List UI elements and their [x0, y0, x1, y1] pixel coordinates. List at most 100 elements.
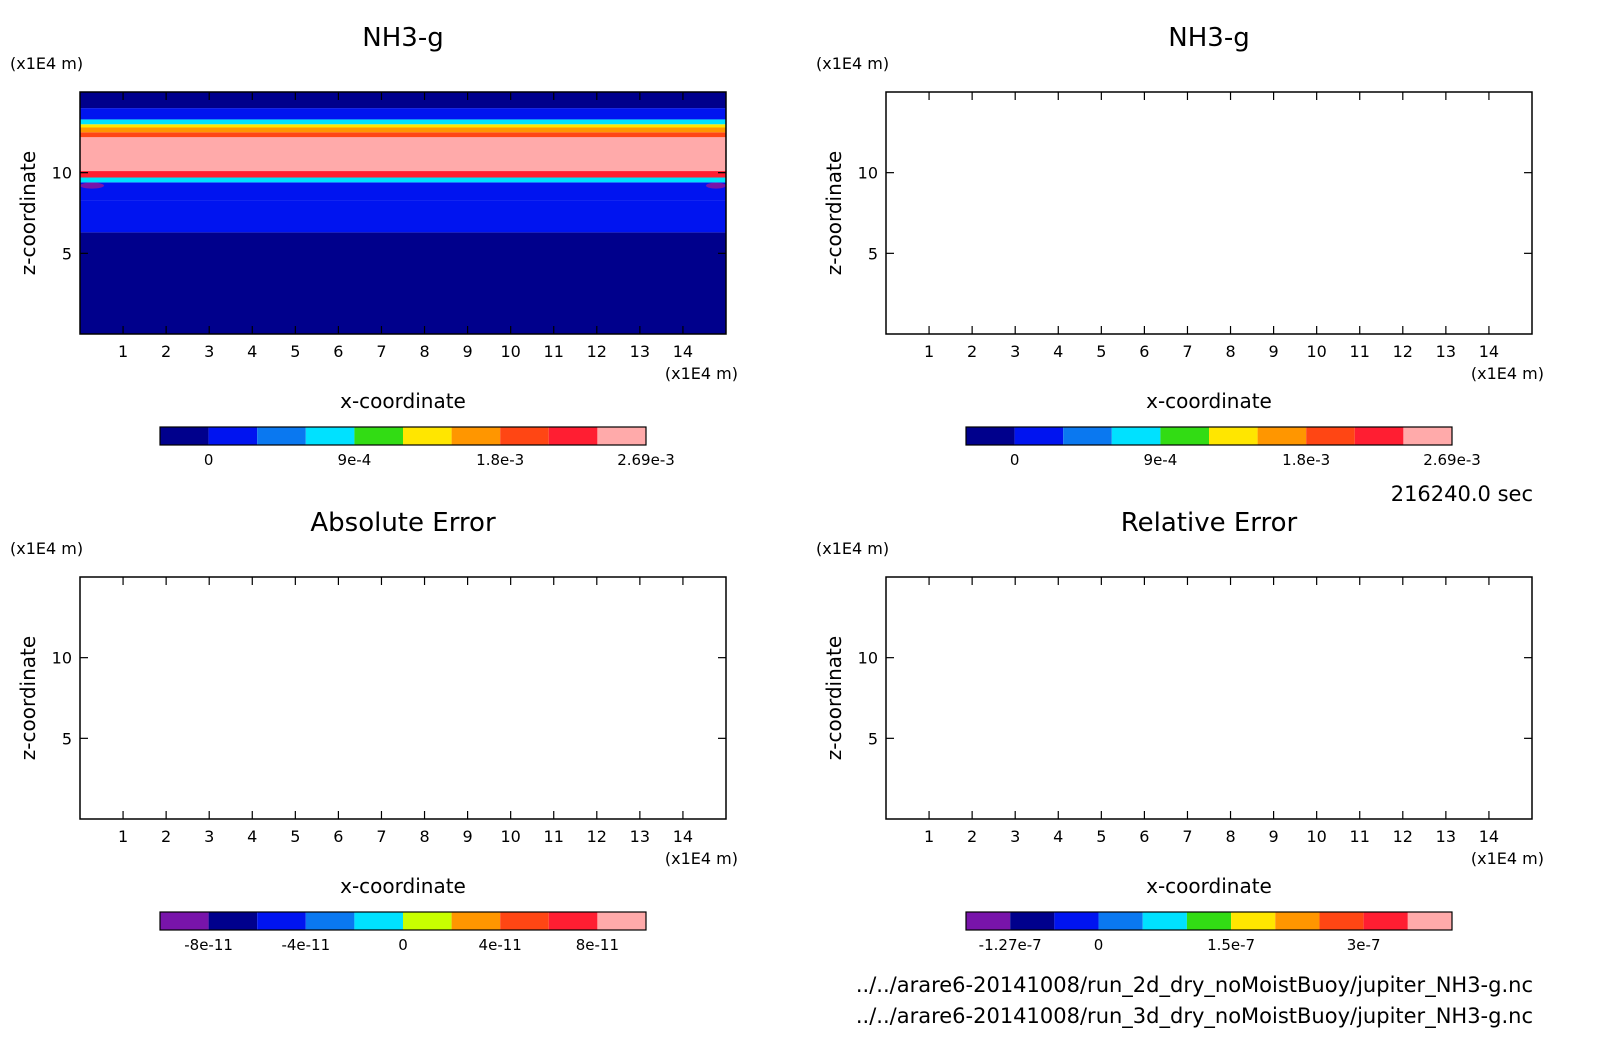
contour-patch: [1310, 576, 1391, 601]
contour-patch: [58, 563, 110, 595]
contour-patch: [432, 657, 531, 676]
contour-patch: [1266, 707, 1365, 735]
contour-patch: [586, 787, 672, 819]
contour-patch: [1107, 665, 1214, 690]
contour-patch: [383, 605, 533, 623]
x-tick-label: 9: [1269, 342, 1279, 361]
contour-patch: [542, 605, 593, 635]
contour-patch: [174, 616, 221, 629]
contour-patch: [933, 611, 1006, 632]
contour-patch: [275, 657, 374, 676]
x-tick-label: 8: [1225, 342, 1235, 361]
contour-patch: [365, 639, 511, 675]
colorbar-bin: [257, 912, 306, 930]
contour-patch: [1052, 718, 1194, 754]
contour-band: [80, 124, 726, 128]
contour-band: [886, 178, 1532, 183]
contour-patch: [1300, 651, 1447, 672]
contour-patch: [908, 661, 995, 699]
contour-patch: [604, 634, 646, 656]
contour-patch: [995, 711, 1081, 746]
x-tick-label: 3: [1010, 342, 1020, 361]
contour-patch: [924, 711, 1066, 724]
x-tick-label: 3: [1010, 827, 1020, 846]
contour-patch: [632, 758, 691, 777]
contour-patch: [213, 694, 369, 728]
contour-band: [886, 171, 1532, 177]
y-axis-label: z-coordinate: [822, 636, 846, 760]
colorbar-bin: [1186, 912, 1232, 930]
contour-patch: [489, 601, 542, 637]
contour-patch: [495, 652, 555, 675]
contour-patch: [905, 741, 1008, 755]
colorbar-bin: [1063, 427, 1112, 445]
colorbar-bin: [354, 427, 403, 445]
contour-patch: [388, 611, 455, 650]
colorbar-label: 1.8e-3: [1282, 451, 1330, 469]
contour-patch: [221, 674, 301, 710]
contour-patch: [1395, 654, 1470, 683]
x-unit-label: (x1E4 m): [1471, 364, 1544, 383]
contour-patch: [1463, 733, 1530, 750]
contour-patch: [221, 584, 306, 600]
contour-patch: [696, 563, 748, 595]
contour-patch: [1036, 658, 1159, 689]
contour-patch: [179, 642, 265, 680]
contour-patch: [1037, 715, 1113, 748]
contour-patch: [160, 634, 202, 656]
y-tick-label: 5: [868, 729, 878, 748]
x-tick-label: 13: [1436, 342, 1456, 361]
colorbar-bin: [305, 427, 355, 445]
contour-band: [886, 92, 1532, 108]
contour-patch: [418, 743, 482, 783]
contour-patch: [1228, 755, 1331, 779]
colorbar: 0 9e-4 1.8e-3 2.69e-3: [159, 426, 675, 469]
colorbar-label: 0: [1010, 451, 1020, 469]
contour-patch: [838, 691, 972, 712]
contour-patch: [1204, 665, 1311, 690]
colorbar-label: 0: [1094, 936, 1104, 954]
contour-patch: [360, 641, 420, 658]
contour-band: [886, 119, 1532, 124]
colorbar-bin: [1160, 427, 1209, 445]
y-axis-label: z-coordinate: [16, 636, 40, 760]
contour-band: [80, 92, 726, 109]
contour-spot: [886, 183, 910, 189]
contour-band: [80, 171, 726, 178]
contour-patch: [319, 632, 458, 663]
contour-band: [80, 127, 726, 133]
x-axis-label: x-coordinate: [340, 874, 466, 898]
contour-patch: [333, 711, 389, 725]
contour-patch: [921, 658, 1056, 676]
contour-patch: [194, 782, 327, 818]
x-unit-label: (x1E4 m): [1471, 849, 1544, 868]
contour-patch: [1385, 703, 1463, 725]
colorbar-label: -1.27e-7: [979, 936, 1042, 954]
contour-patch: [1362, 658, 1497, 676]
contour-patch: [1444, 590, 1566, 614]
contour-patch: [1124, 698, 1268, 728]
contour-patch: [435, 574, 483, 605]
chart-title: Relative Error: [1121, 508, 1298, 538]
contour-patch: [1065, 654, 1136, 686]
contour-patch: [1395, 727, 1508, 752]
contour-patch: [283, 635, 349, 656]
colorbar-bin: [1010, 912, 1055, 930]
x-tick-label: 3: [204, 827, 214, 846]
contour-patch: [477, 702, 571, 727]
contour-band: [80, 177, 726, 183]
contour-patch: [619, 782, 724, 798]
y-axis-label: z-coordinate: [822, 151, 846, 275]
contour-patch: [1409, 630, 1543, 662]
contour-patch: [1134, 788, 1189, 805]
contour-patch: [220, 757, 369, 772]
colorbar-frame: [965, 426, 1453, 446]
x-tick-label: 11: [544, 342, 564, 361]
colorbar-bin: [257, 427, 306, 445]
colorbar-bin: [1306, 427, 1355, 445]
contour-patch: [1412, 611, 1485, 632]
contour-patch: [436, 757, 585, 772]
